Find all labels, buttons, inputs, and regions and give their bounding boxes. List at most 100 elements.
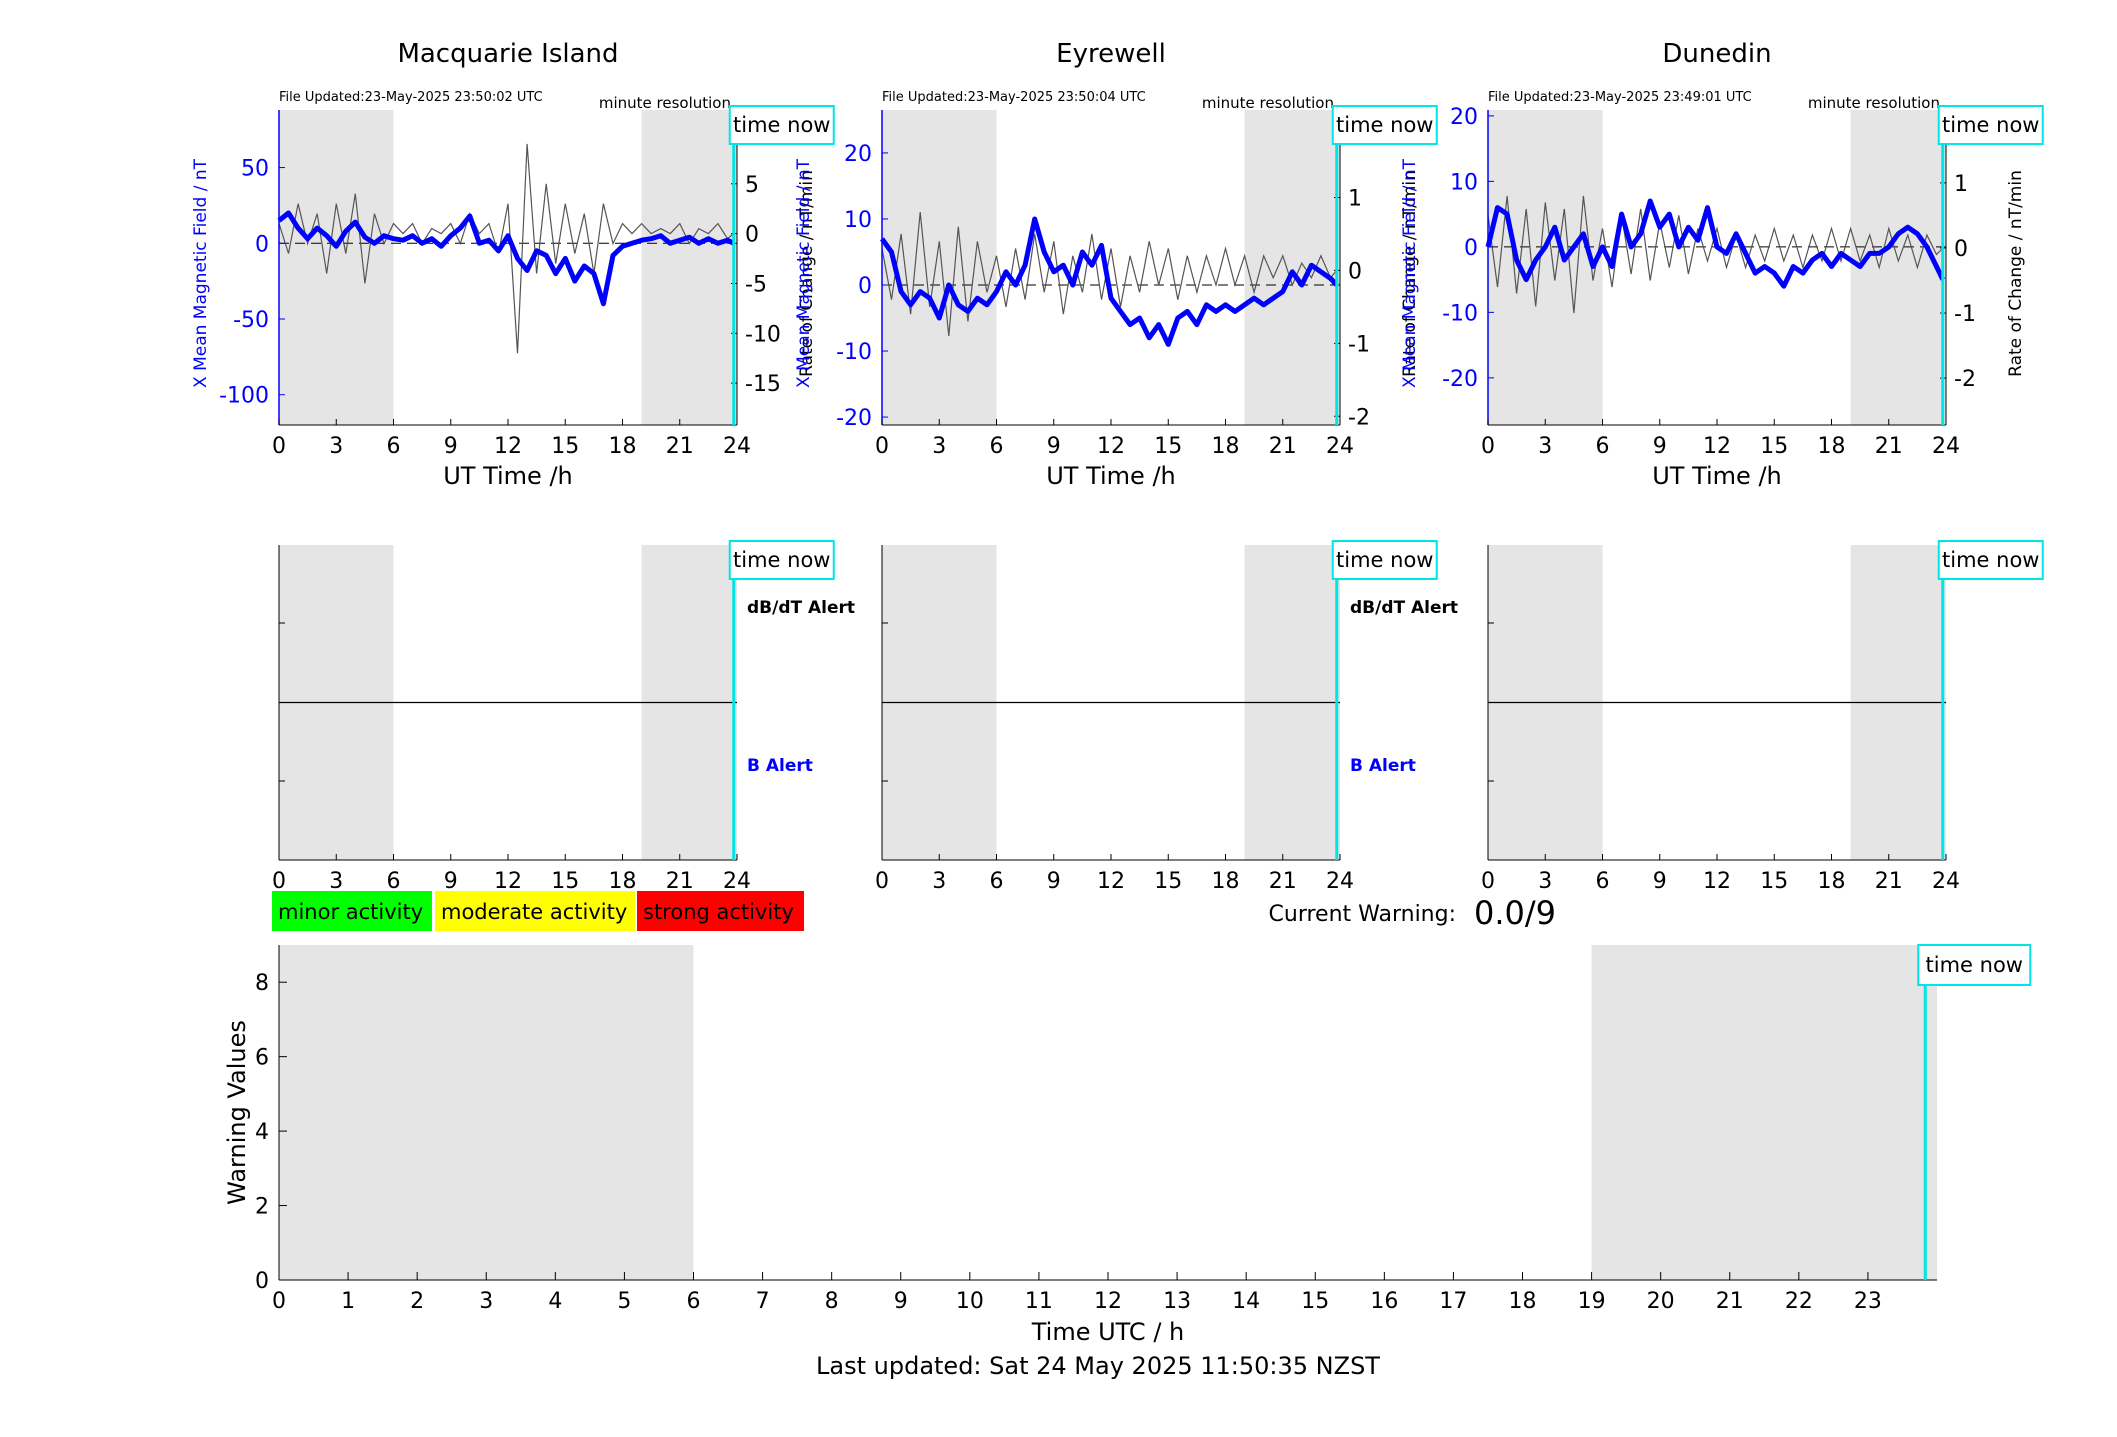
x-axis-label: UT Time /h — [1046, 462, 1176, 490]
alert-x-tick-label: 21 — [666, 869, 694, 894]
alert-x-tick-label: 15 — [1760, 869, 1788, 894]
station-title: Macquarie Island — [397, 39, 618, 69]
alert-x-tick-label: 24 — [1932, 869, 1960, 894]
alert-x-tick-label: 0 — [272, 869, 286, 894]
x-tick-label: 9 — [1653, 434, 1667, 459]
alert-x-tick-label: 6 — [1596, 869, 1610, 894]
alert-x-tick-label: 18 — [1818, 869, 1846, 894]
right-tick-label: -10 — [745, 322, 781, 347]
x-tick-label: 6 — [990, 434, 1004, 459]
left-tick-label: 0 — [255, 232, 269, 257]
time-now-label: time now — [1942, 113, 2039, 137]
station-title: Dunedin — [1662, 39, 1771, 69]
current-warning-value: 0.0/9 — [1474, 894, 1556, 932]
legend-swatch-0 — [272, 891, 432, 931]
legend-swatch-2 — [637, 891, 804, 931]
time-now-box — [1937, 105, 2044, 145]
warning-y-tick-label: 2 — [255, 1195, 269, 1220]
night-shading-0 — [1488, 110, 1603, 425]
mean-field-line — [277, 210, 735, 307]
warning-y-tick-label: 8 — [255, 971, 269, 996]
warning-time-now-label: time now — [1926, 953, 2023, 977]
alert-x-tick-label: 9 — [444, 869, 458, 894]
alert-time-now-box — [1937, 540, 2044, 580]
x-axis-label: UT Time /h — [443, 462, 573, 490]
time-now-label: time now — [1336, 113, 1433, 137]
legend-label-2: strong activity — [643, 900, 794, 924]
x-tick-label: 12 — [494, 434, 522, 459]
x-tick-label: 21 — [666, 434, 694, 459]
file-updated-text: File Updated:23-May-2025 23:50:04 UTC — [882, 90, 1146, 105]
rate-of-change-line — [278, 143, 735, 354]
right-tick-label: 0 — [745, 223, 759, 248]
warning-night-shading-0 — [279, 945, 694, 1280]
night-shading-1 — [641, 110, 737, 425]
rate-of-change-line — [1487, 195, 1944, 314]
warning-x-tick-label: 2 — [410, 1289, 424, 1314]
station-1: Eyrewell File Updated:23-May-2025 23:50:0… — [794, 39, 1458, 894]
right-tick-label: 5 — [745, 173, 759, 198]
x-tick-label: 6 — [387, 434, 401, 459]
night-shading-0 — [882, 110, 997, 425]
x-tick-label: 24 — [1932, 434, 1960, 459]
left-tick-label: -50 — [233, 308, 269, 333]
warning-x-tick-label: 15 — [1301, 1289, 1329, 1314]
right-tick-label: 0 — [1348, 259, 1362, 284]
warning-x-tick-label: 5 — [617, 1289, 631, 1314]
warning-x-tick-label: 6 — [687, 1289, 701, 1314]
left-tick-label: 50 — [241, 157, 269, 182]
y-axis-label-right: Rate of Change / nT/min — [1400, 170, 1420, 377]
warning-x-tick-label: 9 — [894, 1289, 908, 1314]
legend-label-1: moderate activity — [441, 900, 627, 924]
station-2: Dunedin File Updated:23-May-2025 23:49:01… — [1400, 39, 2044, 894]
dbdt-alert-label: dB/dT Alert — [1350, 598, 1458, 618]
alert-time-now-label: time now — [733, 548, 830, 572]
left-tick-label: 20 — [1450, 105, 1478, 130]
x-tick-label: 9 — [1047, 434, 1061, 459]
legend-label-0: minor activity — [278, 900, 423, 924]
alert-time-now-label: time now — [1942, 548, 2039, 572]
warning-x-tick-label: 16 — [1370, 1289, 1398, 1314]
warning-x-tick-label: 12 — [1094, 1289, 1122, 1314]
x-tick-label: 9 — [444, 434, 458, 459]
left-tick-label: 0 — [1464, 236, 1478, 261]
x-tick-label: 15 — [1154, 434, 1182, 459]
right-tick-label: 1 — [1954, 172, 1968, 197]
left-tick-label: -20 — [836, 406, 872, 431]
right-tick-label: -1 — [1348, 332, 1370, 357]
x-axis-label: UT Time /h — [1652, 462, 1782, 490]
minute-resolution-text: minute resolution — [1808, 94, 1940, 112]
mean-field-line — [879, 216, 1339, 347]
warning-x-axis-label: Time UTC / h — [1031, 1318, 1185, 1346]
right-tick-label: 0 — [1954, 237, 1968, 262]
left-tick-label: -10 — [836, 340, 872, 365]
warning-x-tick-label: 17 — [1439, 1289, 1467, 1314]
alert-x-tick-label: 21 — [1875, 869, 1903, 894]
last-updated-text: Last updated: Sat 24 May 2025 11:50:35 N… — [816, 1352, 1380, 1380]
warning-y-tick-label: 4 — [255, 1120, 269, 1145]
left-tick-label: -10 — [1442, 301, 1478, 326]
alert-x-tick-label: 18 — [609, 869, 637, 894]
rate-of-change-line — [881, 212, 1338, 337]
x-tick-label: 3 — [329, 434, 343, 459]
warning-x-tick-label: 18 — [1509, 1289, 1537, 1314]
x-tick-label: 24 — [1326, 434, 1354, 459]
x-tick-label: 12 — [1703, 434, 1731, 459]
warning-x-tick-label: 22 — [1785, 1289, 1813, 1314]
y-axis-label-left: X Mean Magnetic Field / nT — [191, 158, 211, 388]
time-now-box — [1331, 105, 1438, 145]
right-tick-label: -2 — [1954, 367, 1976, 392]
alert-x-tick-label: 3 — [1538, 869, 1552, 894]
y-axis-label-left: X Mean Magnetic Field / nT — [1400, 158, 1420, 388]
alert-x-tick-label: 9 — [1047, 869, 1061, 894]
station-title: Eyrewell — [1056, 39, 1166, 69]
alert-time-now-label: time now — [1336, 548, 1433, 572]
warning-y-tick-label: 6 — [255, 1046, 269, 1071]
alert-x-tick-label: 9 — [1653, 869, 1667, 894]
alert-x-tick-label: 6 — [990, 869, 1004, 894]
warning-x-tick-label: 20 — [1647, 1289, 1675, 1314]
x-tick-label: 18 — [609, 434, 637, 459]
right-tick-label: -15 — [745, 372, 781, 397]
right-tick-label: 1 — [1348, 187, 1362, 212]
